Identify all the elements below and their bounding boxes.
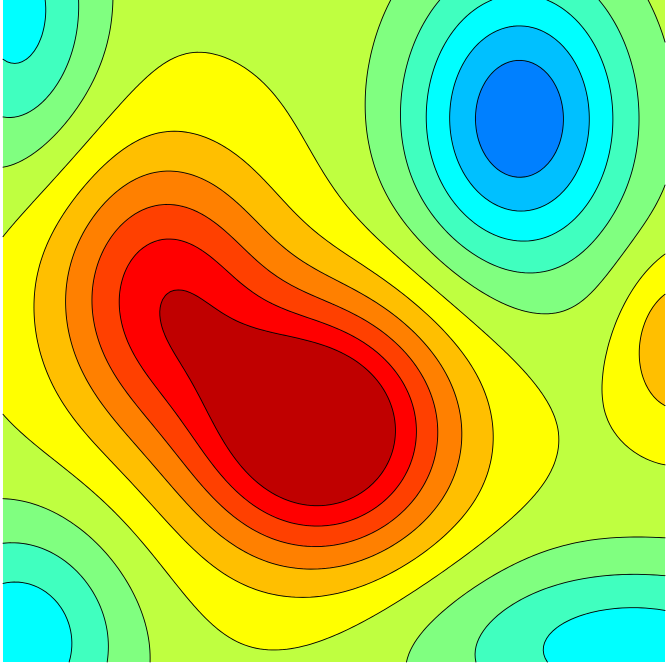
contour-line-level-4	[91, 204, 439, 548]
contour-line-level-5	[118, 238, 417, 527]
contour-line-level-2	[33, 130, 666, 598]
contour-line-level-neg3	[449, 25, 590, 212]
contour-fill-bands	[3, 0, 665, 662]
contour-line-level-6	[159, 289, 396, 507]
contour-line-level-neg4	[475, 59, 564, 178]
contour-line-level-1	[2, 51, 666, 651]
contour-line-level-3	[65, 170, 463, 570]
